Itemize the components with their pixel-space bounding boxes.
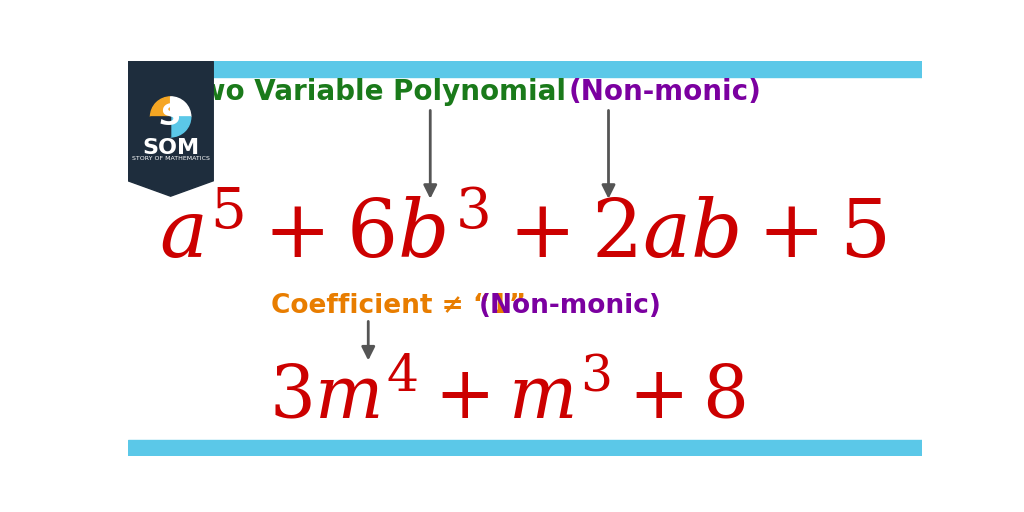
Bar <box>128 440 922 456</box>
Text: Two Variable Polynomial: Two Variable Polynomial <box>184 78 566 106</box>
Text: STORY OF MATHEMATICS: STORY OF MATHEMATICS <box>132 156 210 161</box>
Polygon shape <box>128 61 213 196</box>
Text: S: S <box>160 102 181 132</box>
Bar <box>128 61 922 77</box>
Text: (Non-monic): (Non-monic) <box>479 292 662 318</box>
Wedge shape <box>151 117 171 137</box>
Wedge shape <box>171 97 190 117</box>
Wedge shape <box>151 97 171 117</box>
Text: SOM: SOM <box>142 138 200 158</box>
Text: (Non-monic): (Non-monic) <box>568 78 761 106</box>
Wedge shape <box>171 117 190 137</box>
Text: Coefficient ≠ “1”: Coefficient ≠ “1” <box>271 292 526 318</box>
Text: $a^5 + 6b^3 + 2ab + 5$: $a^5 + 6b^3 + 2ab + 5$ <box>160 197 887 275</box>
Text: $3m^4 + m^3 + 8$: $3m^4 + m^3 + 8$ <box>269 362 746 433</box>
